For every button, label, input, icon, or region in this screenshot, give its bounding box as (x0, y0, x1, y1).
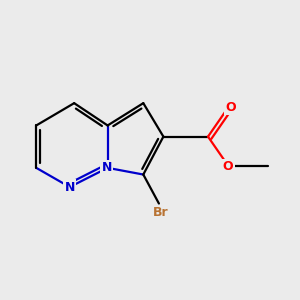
Text: N: N (64, 181, 75, 194)
Text: O: O (225, 101, 236, 114)
Text: Br: Br (153, 206, 169, 219)
Text: O: O (223, 160, 233, 173)
Text: N: N (101, 161, 112, 174)
